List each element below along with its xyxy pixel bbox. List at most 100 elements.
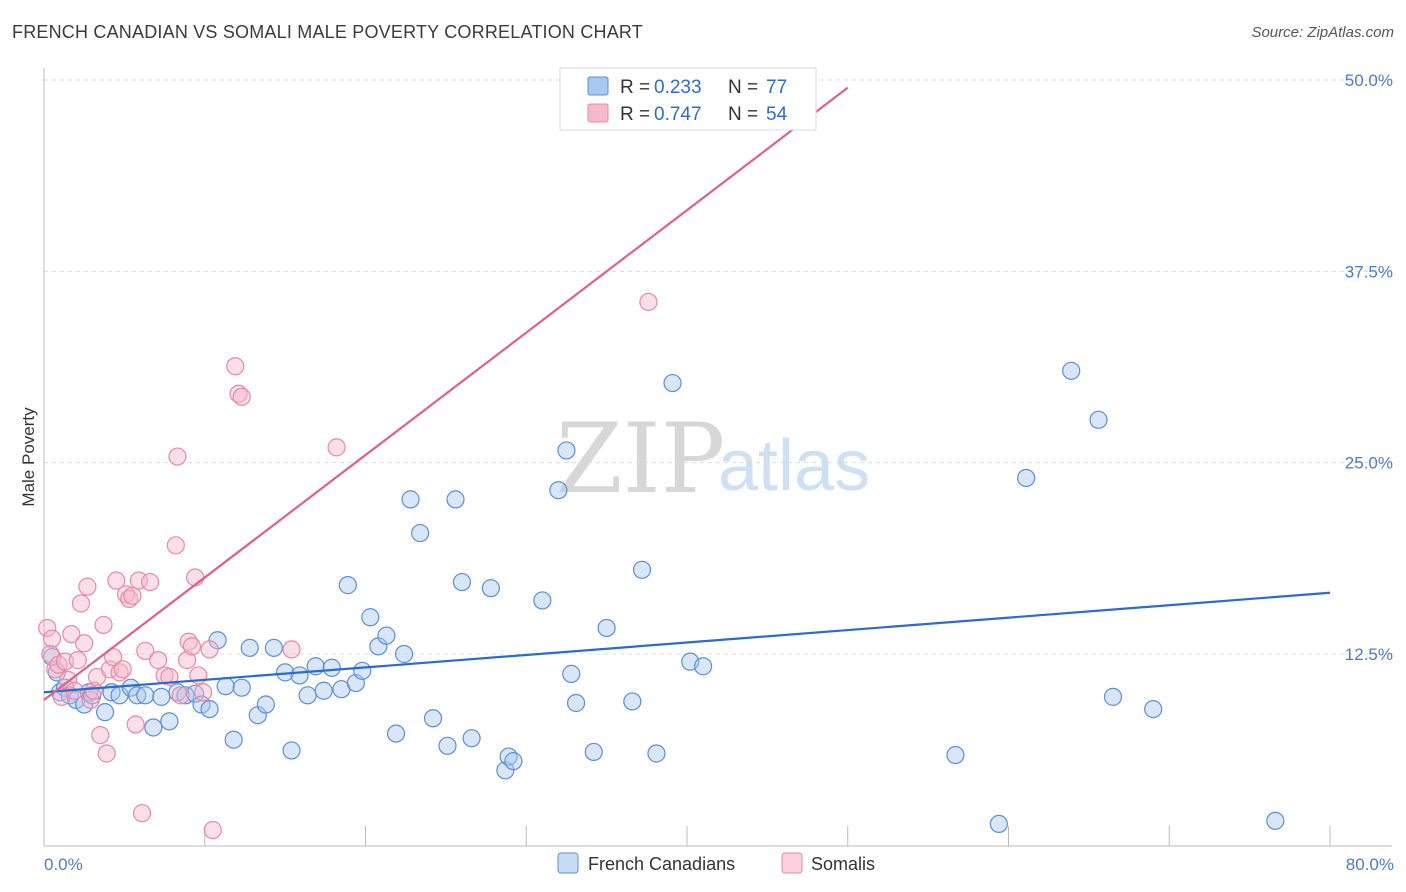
somalis-point [91, 726, 110, 745]
somalis-point [113, 660, 132, 679]
french-canadians-point [411, 523, 430, 543]
french-canadians-point [386, 724, 406, 743]
french-canadians-point [1144, 700, 1163, 719]
french-canadians-point [160, 712, 179, 731]
french-canadians-point [438, 736, 457, 755]
french-canadians-point [462, 729, 481, 748]
french-canadians-point [549, 481, 568, 500]
series-legend-pink-swatch [781, 852, 803, 874]
french-canadians-point [282, 741, 301, 760]
somalis-point [75, 634, 94, 653]
somalis-point [232, 387, 251, 406]
french-canadians-point [95, 703, 115, 722]
somalis-trendline [43, 86, 849, 701]
watermark: ZIP atlas [556, 403, 870, 515]
somalis-point [94, 615, 113, 635]
somalis-point [126, 715, 145, 734]
legend-pink-swatch [587, 103, 609, 123]
french-canadians-point [152, 687, 171, 706]
y-tick-label: 12.5% [1345, 645, 1393, 664]
somalis-point [123, 586, 142, 605]
watermark-atlas: atlas [718, 426, 870, 506]
somalis-point [84, 681, 103, 700]
french-canadians-point [423, 709, 443, 728]
french-canadians-point [481, 579, 500, 598]
french-canadians-point [989, 814, 1008, 834]
french-canadians-point [632, 560, 652, 579]
somalis-point [68, 651, 87, 670]
somalis-point [78, 577, 97, 596]
french-canadians-point [663, 373, 682, 393]
french-canadians-point [394, 644, 414, 664]
french-canadians-point [290, 666, 309, 685]
french-canadians-point [1017, 468, 1036, 488]
somalis-point [194, 683, 213, 702]
french-canadians-point [597, 618, 616, 638]
somalis-point [38, 618, 57, 638]
somalis-point [182, 637, 201, 656]
y-tick-label: 37.5% [1345, 262, 1393, 281]
somalis-point [200, 640, 219, 659]
french-canadians-point [401, 490, 420, 509]
french-canadians-point [557, 441, 576, 460]
french-canadians-point [504, 752, 523, 771]
french-canadians-point [322, 658, 341, 677]
french-canadians-point [240, 638, 259, 657]
french-canadians-point [361, 608, 380, 627]
french-canadians-point [353, 661, 372, 680]
french-canadians-point [1266, 811, 1285, 830]
watermark-zip: ZIP [556, 403, 725, 515]
french-canadians-point [314, 681, 333, 700]
french-canadians-point [1062, 361, 1081, 380]
french-canadians-point [1089, 410, 1108, 429]
french-canadians-point [452, 572, 472, 592]
french-canadians-point [647, 744, 666, 763]
source-label: Source: ZipAtlas.com [1251, 24, 1394, 41]
somalis-point [639, 292, 658, 312]
legend-blue-swatch [587, 76, 609, 96]
gridlines [44, 79, 1392, 655]
somalis-point [136, 641, 155, 661]
french-canadians-point [256, 695, 275, 714]
legend-row2-r-label: R = [620, 104, 650, 125]
somalis-point [186, 568, 205, 587]
legend-row1-n-label: N = [728, 77, 758, 98]
correlation-legend: R = 0.233 N = 77 R = 0.747 N = 54 [559, 67, 817, 131]
chart-title: FRENCH CANADIAN VS SOMALI MALE POVERTY C… [12, 22, 643, 42]
somalis-point [110, 663, 129, 682]
series-legend-somalis: Somalis [811, 854, 875, 874]
french-canadians-point [562, 664, 581, 683]
legend-row2-n-value: 54 [766, 104, 788, 125]
french-canadians-point [144, 718, 163, 737]
french-canadians-point [623, 692, 642, 711]
french-canadians-point [693, 657, 713, 676]
x-tick-label-min: 0.0% [44, 855, 83, 874]
somalis-point [327, 438, 346, 457]
somalis-point [149, 651, 168, 670]
french-canadians-point [224, 730, 243, 749]
y-axis-label: Male Poverty [19, 407, 38, 507]
legend-row1-r-label: R = [620, 77, 650, 98]
legend-row2-n-label: N = [728, 104, 758, 125]
french-canadians-point [200, 700, 219, 719]
french-canadians-point [264, 638, 283, 657]
somalis-point [42, 629, 62, 648]
french-canadians-point [136, 686, 155, 705]
legend-row1-r-value: 0.233 [654, 77, 702, 98]
series-legend: French Canadians Somalis [557, 852, 875, 874]
somalis-point [168, 447, 187, 466]
x-tick-marks [43, 826, 1331, 846]
somalis-point [229, 384, 248, 403]
french-canadians-point [566, 693, 586, 713]
somalis-point [71, 594, 91, 613]
legend-row1-n-value: 77 [766, 77, 787, 98]
french-canadians-point [232, 678, 251, 697]
somalis-point [282, 640, 301, 659]
french-canadians-point [298, 686, 317, 705]
french-canadians-point [533, 591, 552, 610]
y-tick-label: 50.0% [1345, 71, 1393, 90]
y-tick-labels: 12.5% 25.0% 37.5% 50.0% [1345, 71, 1393, 664]
legend-row2-r-value: 0.747 [654, 104, 702, 125]
french-canadians-point [377, 626, 396, 645]
